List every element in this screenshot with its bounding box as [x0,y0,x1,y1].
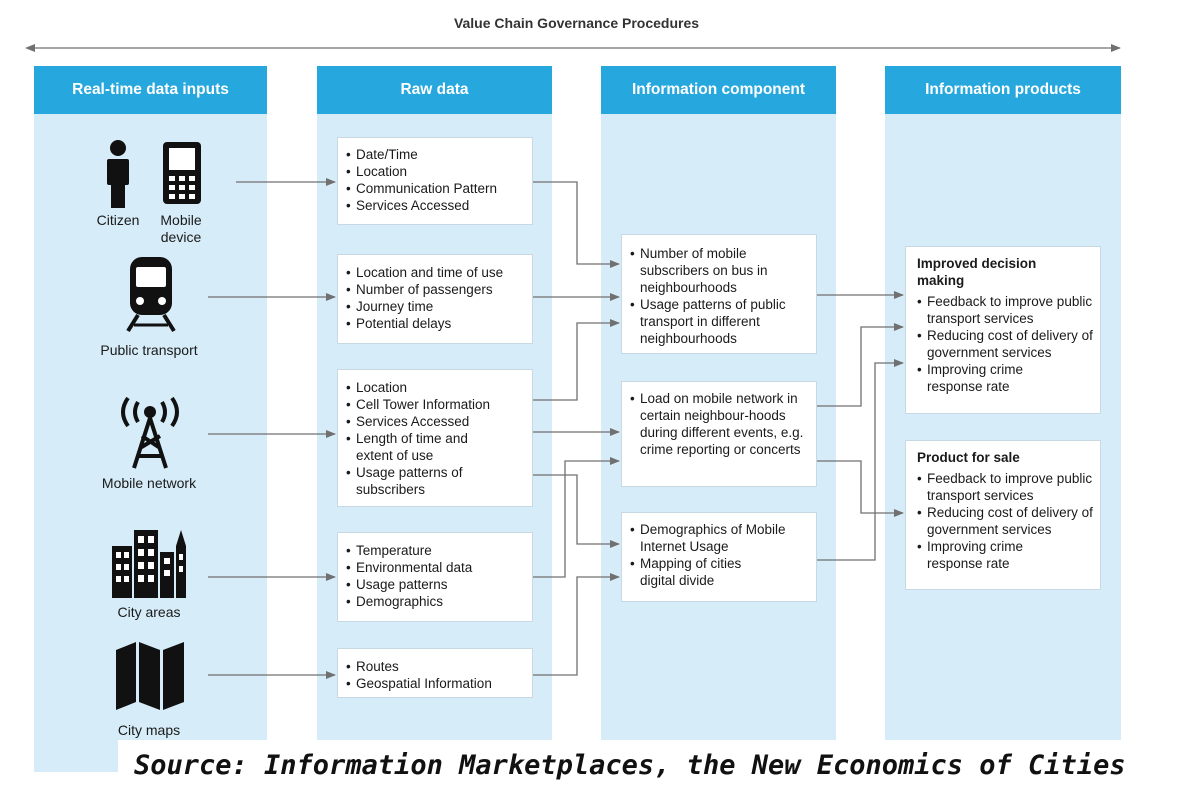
diagram-title: Value Chain Governance Procedures [453,15,700,31]
arrow-raw5-info3 [533,573,620,676]
list-item: Location [346,163,532,180]
list-item: Reducing cost of delivery of government … [917,504,1094,538]
list-item: Location [346,379,532,396]
list-item: Journey time [346,298,532,315]
map-icon [116,642,184,710]
list-item: Routes [346,658,532,675]
product-box-sale: Product for sale Feedback to improve pub… [905,440,1101,590]
product-title: Improved decision making [917,256,1037,288]
arrow-info2-sale [817,460,904,517]
arrow-info3-decision [817,359,904,561]
list-item: Usage patterns of public transport in di… [630,296,808,347]
list-item: Communication Pattern [346,180,532,197]
list-item: Mapping of cities digital divide [630,555,770,589]
raw-data-box-5: Routes Geospatial Information [337,648,533,698]
raw-data-box-2: Location and time of use Number of passe… [337,254,533,344]
city-buildings-icon [112,530,186,598]
list-item: Load on mobile network in certain neighb… [630,390,806,458]
list-item: Improving crime response rate [917,538,1047,572]
person-icon [107,140,129,208]
list-item: Usage patterns of subscribers [346,464,476,498]
list-item: Location and time of use [346,264,532,281]
product-box-decision: Improved decision making Feedback to imp… [905,246,1101,414]
arrow-raw3-info1 [533,319,620,401]
list-item: Date/Time [346,146,532,163]
list-item: Cell Tower Information [346,396,532,413]
arrow-raw1-info1 [533,181,620,268]
list-item: Length of time and extent of use [346,430,496,464]
raw-data-box-4: Temperature Environmental data Usage pat… [337,532,533,622]
list-item: Feedback to improve public transport ser… [917,470,1094,504]
info-component-box-2: Load on mobile network in certain neighb… [621,381,817,487]
list-item: Number of mobile subscribers on bus in n… [630,245,808,296]
list-item: Demographics [346,593,532,610]
list-item: Temperature [346,542,532,559]
column-header-info: Information component [601,66,836,114]
cell-tower-icon [121,396,179,469]
list-item: Feedback to improve public transport ser… [917,293,1094,327]
list-item: Services Accessed [346,413,532,430]
train-icon [126,257,176,333]
product-title: Product for sale [917,450,1020,465]
citizen-label: Citizen [96,212,140,228]
public-transport-label: Public transport [100,342,198,358]
raw-data-box-3: Location Cell Tower Information Services… [337,369,533,507]
list-item: Reducing cost of delivery of government … [917,327,1094,361]
arrow-info2-decision [817,323,904,407]
info-component-box-1: Number of mobile subscribers on bus in n… [621,234,817,354]
list-item: Number of passengers [346,281,532,298]
info-component-box-3: Demographics of Mobile Internet Usage Ma… [621,512,817,602]
list-item: Geospatial Information [346,675,532,692]
column-header-raw: Raw data [317,66,552,114]
city-maps-label: City maps [117,722,181,738]
list-item: Potential delays [346,315,532,332]
raw-data-box-1: Date/Time Location Communication Pattern… [337,137,533,225]
arrow-raw3-info3 [533,474,620,548]
list-item: Environmental data [346,559,532,576]
column-header-products: Information products [885,66,1121,114]
list-item: Demographics of Mobile Internet Usage [630,521,800,555]
list-item: Usage patterns [346,576,532,593]
mobile-network-label: Mobile network [101,475,197,491]
list-item: Services Accessed [346,197,532,214]
list-item: Improving crime response rate [917,361,1047,395]
source-caption-box: Source: Information Marketplaces, the Ne… [118,740,1186,812]
arrow-raw4-info2 [533,457,620,578]
mobile-device-label: Mobile device [160,212,202,245]
column-header-inputs: Real-time data inputs [34,66,267,114]
city-areas-label: City areas [117,604,181,620]
mobile-phone-icon [163,142,201,204]
source-caption: Source: Information Marketplaces, the Ne… [134,750,1126,781]
